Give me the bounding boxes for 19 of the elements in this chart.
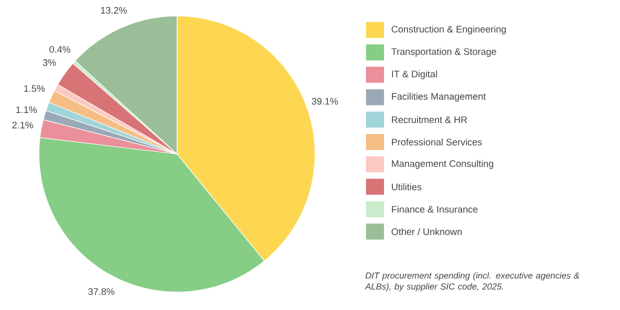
legend-label: Transportation & Storage [391, 48, 496, 57]
legend-label: Construction & Engineering [392, 26, 506, 34]
legend-label: Other / Unknown [392, 228, 462, 236]
data-label: 13.2% [101, 6, 127, 14]
legend-label: IT & Digital [392, 70, 437, 80]
data-label: 1.1% [16, 106, 37, 114]
data-label: 0.4% [49, 46, 70, 53]
legend-label: Finance & Insurance [392, 206, 478, 213]
legend-label: Facilities Management [392, 92, 486, 102]
legend-label: Professional Services [392, 138, 482, 146]
text: DIT procurement spending (incl. executive agencies & ALBs), by supplier SIC code, 2025. [364, 272, 580, 292]
data-label: 37.8% [88, 288, 114, 295]
data-label: 2.1% [12, 122, 34, 128]
legend-label: Recruitment & HR [392, 116, 468, 124]
data-label: 3% [42, 59, 56, 66]
legend-label: Management Consulting [392, 160, 494, 169]
legend-label: Utilities [392, 183, 422, 190]
data-label: 1.5% [24, 85, 45, 92]
data-label: 39.1% [312, 98, 338, 105]
